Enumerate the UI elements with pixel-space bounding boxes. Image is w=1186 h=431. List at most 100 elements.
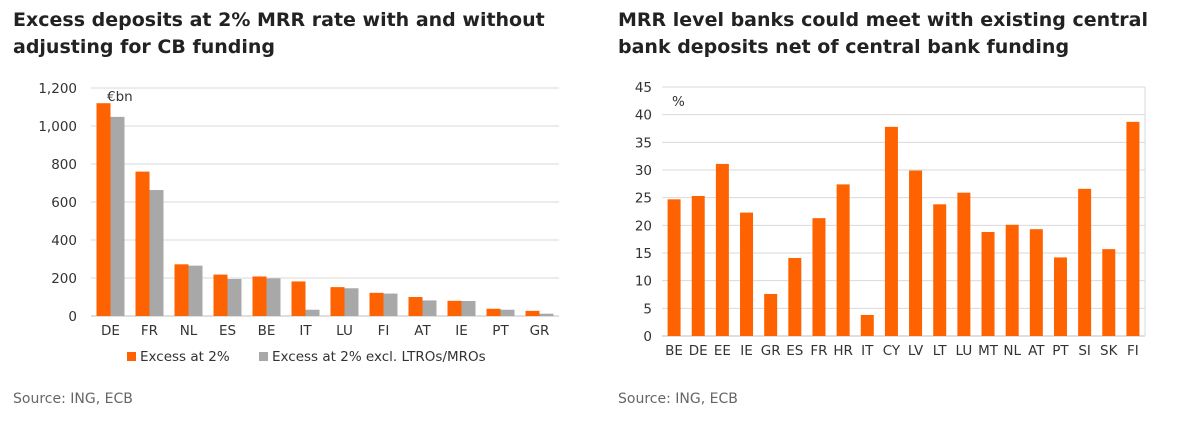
chart-2-bar-at-1	[1029, 229, 1043, 336]
chart-2-xtick-label: MT	[978, 343, 999, 359]
chart-2-xtick-label: AT	[1028, 343, 1045, 359]
chart-1-bar-ie-1	[447, 300, 462, 316]
chart-1-xtick-label: IT	[299, 323, 312, 339]
chart-1-bar-pt-2	[500, 309, 515, 316]
chart-2-bar-lu-1	[957, 192, 971, 336]
chart-1-legend-label-2: Excess at 2% excl. LTROs/MROs	[272, 349, 486, 365]
chart-2-xtick-label: PT	[1052, 343, 1069, 359]
chart-2-ytick-label: 0	[643, 329, 652, 345]
chart-2-xtick-label: FR	[810, 343, 827, 359]
chart-2-xtick-label: IT	[861, 343, 874, 359]
chart-2-ytick-label: 45	[635, 80, 652, 96]
chart-1-unit-label: €bn	[107, 89, 133, 105]
chart-2-bar-hr-1	[836, 184, 850, 336]
chart-2-xtick-label: ES	[786, 343, 803, 359]
chart-1-bar-fr-2	[149, 190, 164, 316]
chart-1-bar-fr-1	[135, 171, 150, 316]
chart-1-xtick-label: IE	[455, 323, 468, 339]
chart-1-source: Source: ING, ECB	[13, 391, 133, 407]
chart-1-ytick-label: 200	[51, 271, 77, 287]
chart-2-xtick-label: LT	[933, 343, 948, 359]
chart-1-bar-gr-1	[525, 310, 540, 316]
chart-1-bar-be-1	[252, 276, 267, 316]
chart-1-bar-it-2	[305, 309, 320, 316]
chart-1-bar-nl-2	[188, 265, 203, 316]
chart-1-xtick-label: GR	[530, 323, 550, 339]
chart-2-ytick-label: 40	[635, 108, 652, 124]
chart-2-bar-sk-1	[1102, 249, 1116, 336]
chart-2-bar-ee-1	[715, 163, 729, 336]
chart-2-xtick-label: EE	[714, 343, 731, 359]
chart-2-xtick-label: NL	[1003, 343, 1021, 359]
chart-2-ytick-label: 25	[635, 191, 652, 207]
chart-1-bar-de-1	[96, 103, 111, 316]
chart-2-xtick-label: IE	[740, 343, 753, 359]
chart-1-bar-nl-1	[174, 264, 189, 316]
chart-2-xtick-label: DE	[689, 343, 708, 359]
chart-1-bar-pt-1	[486, 308, 501, 316]
chart-2-unit-label: %	[672, 94, 685, 110]
chart-2-title: MRR level banks could meet with existing…	[618, 9, 1148, 58]
chart-2-ytick-label: 10	[635, 274, 652, 290]
chart-2-xtick-label: LV	[908, 343, 924, 359]
chart-2-bar-nl-1	[1005, 224, 1019, 336]
chart-2-bar-be-1	[667, 199, 681, 336]
chart-1-bar-ie-2	[461, 300, 476, 316]
chart-2-bar-de-1	[691, 196, 705, 336]
chart-1-bar-at-2	[422, 300, 437, 316]
chart-1-xtick-label: PT	[492, 323, 509, 339]
chart-1-xtick-label: DE	[101, 323, 120, 339]
chart-1-xtick-label: LU	[336, 323, 353, 339]
chart-2-bar-mt-1	[981, 231, 995, 336]
chart-1-bar-lu-2	[344, 288, 359, 316]
chart-2-source: Source: ING, ECB	[618, 391, 738, 407]
chart-1-xtick-label: ES	[219, 323, 236, 339]
chart-1-xtick-label: FR	[141, 323, 158, 339]
chart-2-bar-fr-1	[812, 218, 826, 336]
chart-2-xtick-label: CY	[883, 343, 901, 359]
chart-1-bar-be-2	[266, 278, 281, 316]
chart-1-legend-swatch-1	[127, 352, 136, 361]
chart-2-ytick-label: 5	[643, 301, 652, 317]
chart-2-xtick-label: GR	[761, 343, 781, 359]
chart-2-bar-es-1	[788, 257, 802, 336]
chart-1-bar-gr-2	[539, 313, 554, 316]
chart-1-xtick-label: AT	[414, 323, 431, 339]
chart-2-ytick-label: 20	[635, 218, 652, 234]
chart-1-ytick-label: 400	[51, 233, 77, 249]
chart-1-ytick-label: 1,000	[38, 119, 77, 135]
chart-2-bar-pt-1	[1053, 257, 1067, 336]
chart-1-legend-label-1: Excess at 2%	[140, 349, 230, 365]
chart-1-xtick-label: FI	[378, 323, 390, 339]
chart-1-bar-it-1	[291, 281, 306, 316]
chart-2-xtick-label: BE	[665, 343, 683, 359]
chart-1-ytick-label: 800	[51, 157, 77, 173]
chart-2-ytick-label: 35	[635, 135, 652, 151]
chart-2-xtick-label: FI	[1127, 343, 1139, 359]
chart-1-bar-es-1	[213, 274, 228, 316]
chart-1-bar-de-2	[110, 116, 125, 316]
chart-2-bar-cy-1	[884, 126, 898, 336]
chart-1-bar-at-1	[408, 297, 423, 316]
chart-1-ytick-label: 1,200	[38, 81, 77, 97]
chart-1-xtick-label: NL	[180, 323, 198, 339]
chart-2-xtick-label: SK	[1100, 343, 1119, 359]
chart-2-bar-lt-1	[933, 204, 947, 336]
chart-2-bar-gr-1	[764, 293, 778, 336]
chart-2-xtick-label: LU	[956, 343, 973, 359]
chart-2-bar-ie-1	[740, 212, 754, 336]
chart-1-bar-lu-1	[330, 287, 345, 316]
chart-1-title: Excess deposits at 2% MRR rate with and …	[13, 9, 545, 58]
chart-1-bar-es-2	[227, 278, 242, 316]
chart-2-ytick-label: 30	[635, 163, 652, 179]
chart-1-legend-swatch-2	[259, 352, 268, 361]
chart-2-bar-si-1	[1078, 188, 1092, 336]
chart-2-bar-fi-1	[1126, 121, 1140, 336]
chart-1-bar-fi-1	[369, 292, 384, 316]
chart-2-bar-lv-1	[909, 170, 923, 336]
chart-2-xtick-label: HR	[833, 343, 853, 359]
chart-2-ytick-label: 15	[635, 246, 652, 262]
chart-1-ytick-label: 0	[68, 309, 77, 325]
